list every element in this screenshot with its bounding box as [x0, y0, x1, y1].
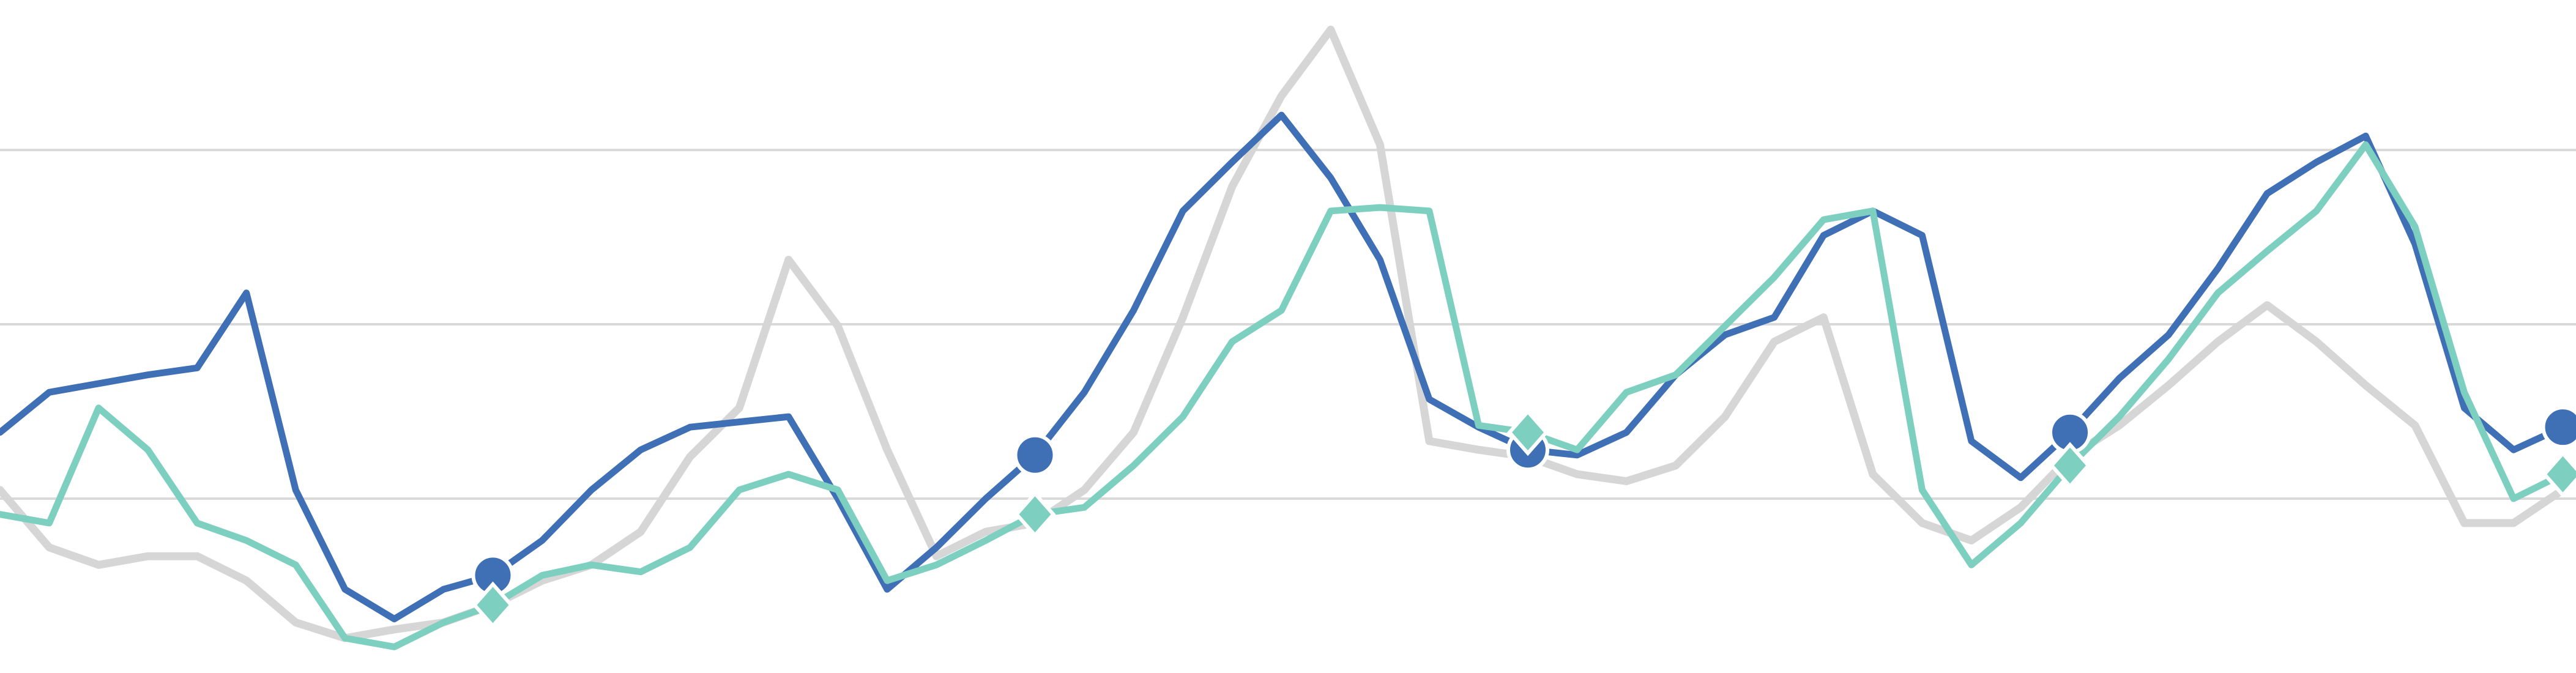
point-marker: [1506, 409, 1549, 456]
point-marker: [2049, 442, 2091, 489]
series-line: [0, 111, 2566, 623]
point-marker: [2542, 450, 2576, 498]
point-marker: [2541, 406, 2576, 449]
point-marker: [1014, 491, 1056, 538]
point-marker: [1013, 433, 1057, 477]
series-line: [0, 141, 2566, 650]
series-line: [0, 25, 2567, 642]
point-marker: [472, 581, 514, 629]
